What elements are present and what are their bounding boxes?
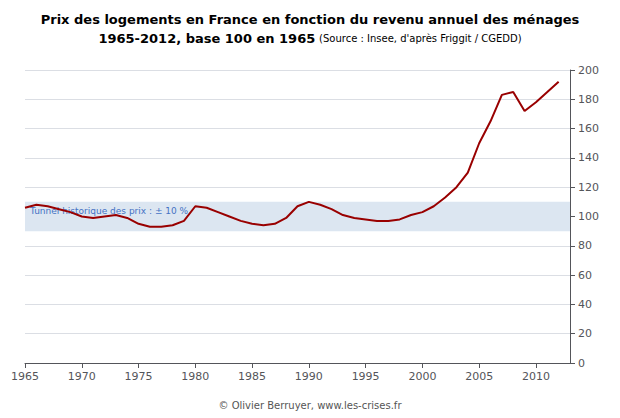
svg-text:1980: 1980 <box>181 370 209 383</box>
svg-text:120: 120 <box>578 181 599 194</box>
svg-text:Prix des logements en France e: Prix des logements en France en fonction… <box>41 12 580 27</box>
svg-text:180: 180 <box>578 93 599 106</box>
svg-text:20: 20 <box>578 327 592 340</box>
svg-text:1970: 1970 <box>68 370 96 383</box>
svg-text:1965-2012, base 100 en 1965: 1965-2012, base 100 en 1965 <box>98 31 315 46</box>
svg-text:1975: 1975 <box>125 370 153 383</box>
svg-text:160: 160 <box>578 122 599 135</box>
svg-text:2000: 2000 <box>408 370 436 383</box>
svg-text:© Olivier Berruyer, www.les-cr: © Olivier Berruyer, www.les-crises.fr <box>219 400 403 411</box>
svg-text:1990: 1990 <box>295 370 323 383</box>
svg-text:Tunnel historique des prix : ±: Tunnel historique des prix : ± 10 % <box>30 206 189 217</box>
svg-text:2010: 2010 <box>522 370 550 383</box>
svg-text:140: 140 <box>578 151 599 164</box>
svg-text:200: 200 <box>578 64 599 77</box>
svg-text:0: 0 <box>578 357 585 370</box>
svg-text:40: 40 <box>578 298 592 311</box>
svg-text:80: 80 <box>578 239 592 252</box>
svg-text:60: 60 <box>578 269 592 282</box>
svg-text:100: 100 <box>578 210 599 223</box>
svg-text:2005: 2005 <box>465 370 493 383</box>
svg-text:1965: 1965 <box>11 370 39 383</box>
svg-text:(Source : Insee, d'après Frigg: (Source : Insee, d'après Friggit / CGEDD… <box>319 33 522 44</box>
svg-text:1985: 1985 <box>238 370 266 383</box>
svg-text:1995: 1995 <box>352 370 380 383</box>
